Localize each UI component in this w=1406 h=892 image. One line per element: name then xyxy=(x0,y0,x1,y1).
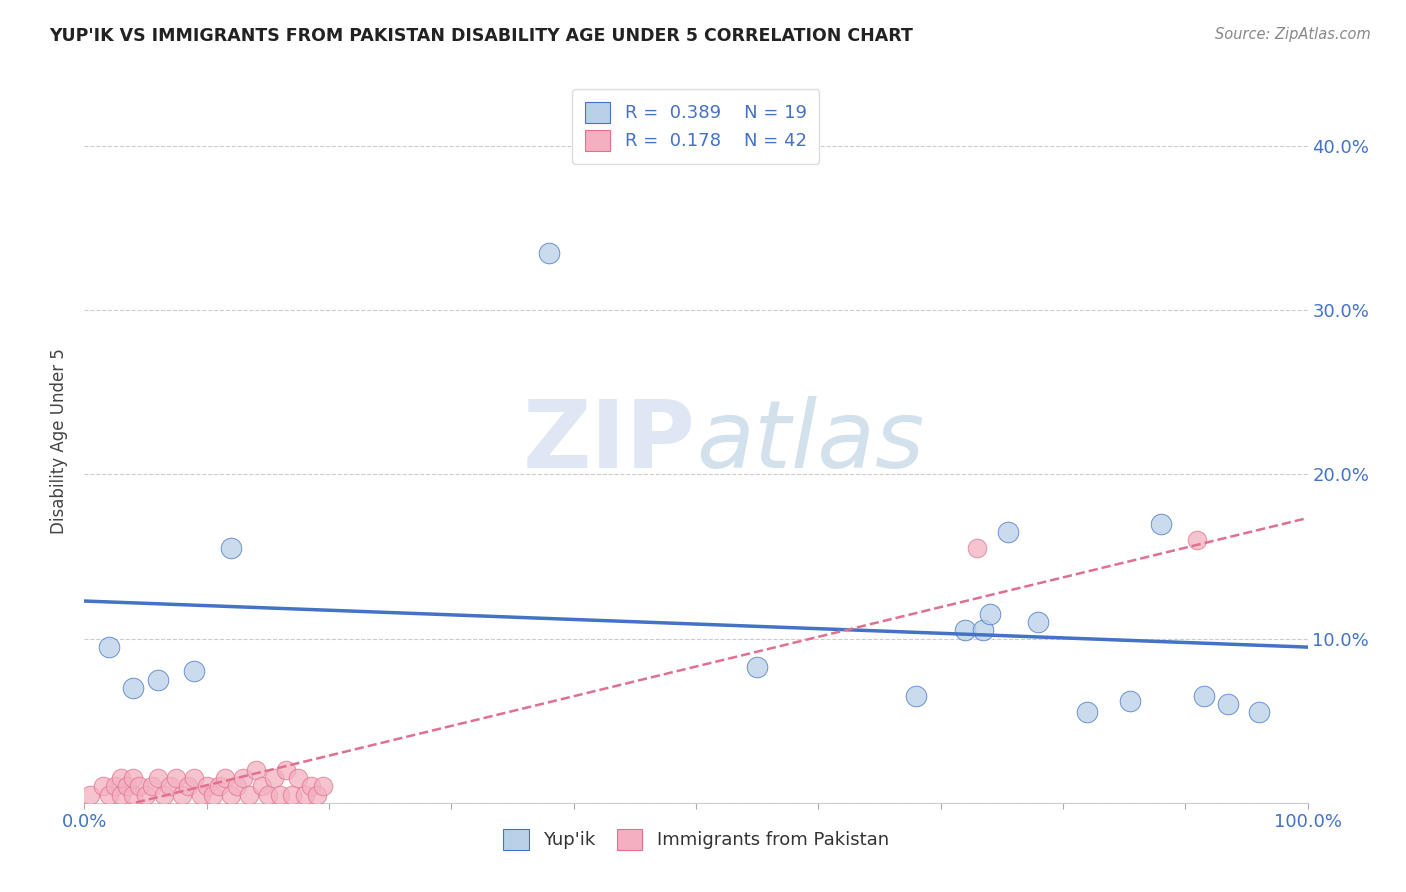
Text: atlas: atlas xyxy=(696,396,924,487)
Point xyxy=(905,689,928,703)
Point xyxy=(299,780,322,794)
Point xyxy=(146,771,169,785)
Point xyxy=(1028,615,1050,630)
Point xyxy=(538,245,561,260)
Point xyxy=(250,780,273,794)
Point xyxy=(183,665,205,679)
Point xyxy=(153,788,176,802)
Point xyxy=(219,788,242,802)
Point xyxy=(208,780,231,794)
Point xyxy=(276,763,298,777)
Point xyxy=(979,607,1001,621)
Point xyxy=(79,788,101,802)
Point xyxy=(269,788,291,802)
Point xyxy=(214,771,236,785)
Point xyxy=(312,780,335,794)
Point xyxy=(122,771,145,785)
Point xyxy=(305,788,328,802)
Point xyxy=(238,788,260,802)
Point xyxy=(190,788,212,802)
Point xyxy=(104,780,127,794)
Point xyxy=(257,788,280,802)
Point xyxy=(159,780,181,794)
Point xyxy=(97,788,120,802)
Point xyxy=(110,771,132,785)
Point xyxy=(177,780,200,794)
Point xyxy=(91,780,114,794)
Point xyxy=(294,788,316,802)
Point xyxy=(1192,689,1215,703)
Point xyxy=(195,780,218,794)
Point xyxy=(966,541,988,556)
Y-axis label: Disability Age Under 5: Disability Age Under 5 xyxy=(51,349,69,534)
Point xyxy=(141,780,163,794)
Point xyxy=(953,624,976,638)
Point xyxy=(219,541,242,556)
Point xyxy=(172,788,194,802)
Point xyxy=(201,788,224,802)
Point xyxy=(1119,694,1142,708)
Point xyxy=(281,788,304,802)
Point xyxy=(1150,516,1173,531)
Point xyxy=(747,659,769,673)
Point xyxy=(97,640,120,654)
Text: Source: ZipAtlas.com: Source: ZipAtlas.com xyxy=(1215,27,1371,42)
Point xyxy=(146,673,169,687)
Point xyxy=(128,780,150,794)
Point xyxy=(1247,706,1270,720)
Point xyxy=(135,788,157,802)
Point xyxy=(232,771,254,785)
Point xyxy=(115,780,138,794)
Point xyxy=(997,524,1019,539)
Point xyxy=(1076,706,1098,720)
Text: YUP'IK VS IMMIGRANTS FROM PAKISTAN DISABILITY AGE UNDER 5 CORRELATION CHART: YUP'IK VS IMMIGRANTS FROM PAKISTAN DISAB… xyxy=(49,27,912,45)
Point xyxy=(183,771,205,785)
Point xyxy=(110,788,132,802)
Point xyxy=(1216,698,1239,712)
Point xyxy=(972,624,994,638)
Point xyxy=(263,771,285,785)
Point xyxy=(226,780,249,794)
Point xyxy=(165,771,187,785)
Point xyxy=(122,681,145,695)
Text: ZIP: ZIP xyxy=(523,395,696,488)
Point xyxy=(245,763,267,777)
Point xyxy=(1187,533,1209,547)
Point xyxy=(122,788,145,802)
Legend: Yup'ik, Immigrants from Pakistan: Yup'ik, Immigrants from Pakistan xyxy=(494,820,898,859)
Point xyxy=(287,771,309,785)
